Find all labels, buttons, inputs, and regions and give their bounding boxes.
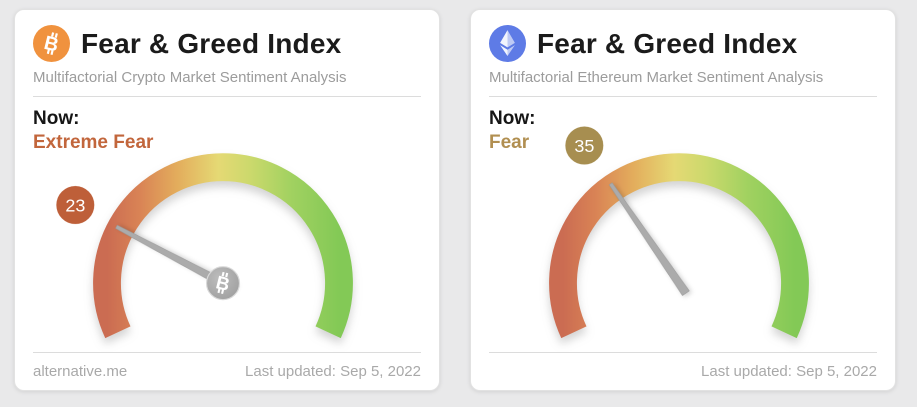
card-header: Fear & Greed Index [471,10,895,62]
fear-greed-card-ethereum: Fear & Greed Index Multifactorial Ethere… [470,9,896,391]
gauge-value-badge: 23 [55,185,95,225]
now-label: Now: [489,108,536,129]
card-header: B Fear & Greed Index [15,10,439,62]
footer-last-updated: Last updated: Sep 5, 2022 [245,363,421,380]
footer-site-link[interactable]: alternative.me [33,363,128,380]
gauge-chart: 35 [549,126,809,339]
status-text: Extreme Fear [33,131,154,153]
now-block: Now: Extreme Fear [15,97,439,155]
fear-greed-card-crypto: B Fear & Greed Index Multifactorial Cryp… [14,9,440,391]
gauge-arc [549,153,809,339]
svg-text:23: 23 [65,195,85,215]
now-block: Now: Fear [471,97,895,155]
header-divider [33,96,421,97]
bitcoin-glyph: B [42,32,61,57]
card-footer: Last updated: Sep 5, 2022 [489,352,877,380]
svg-text:B: B [42,32,61,57]
gauge-value-badge: 35 [564,126,604,165]
footer-last-updated: Last updated: Sep 5, 2022 [701,363,877,380]
gauge-chart: B 23 [55,153,353,339]
bitcoin-hub: B [205,266,241,301]
card-footer: alternative.me Last updated: Sep 5, 2022 [33,352,421,380]
bitcoin-icon: B [33,25,70,62]
gauge-arc [93,153,353,339]
gauge-needle [608,182,690,296]
header-divider [489,96,877,97]
card-subtitle: Multifactorial Ethereum Market Sentiment… [489,69,824,86]
card-title: Fear & Greed Index [537,27,798,59]
svg-text:35: 35 [574,136,594,156]
ethereum-icon [489,25,526,62]
card-subtitle: Multifactorial Crypto Market Sentiment A… [33,69,347,86]
status-text: Fear [489,131,530,153]
now-label: Now: [33,108,80,129]
card-title: Fear & Greed Index [81,27,342,59]
